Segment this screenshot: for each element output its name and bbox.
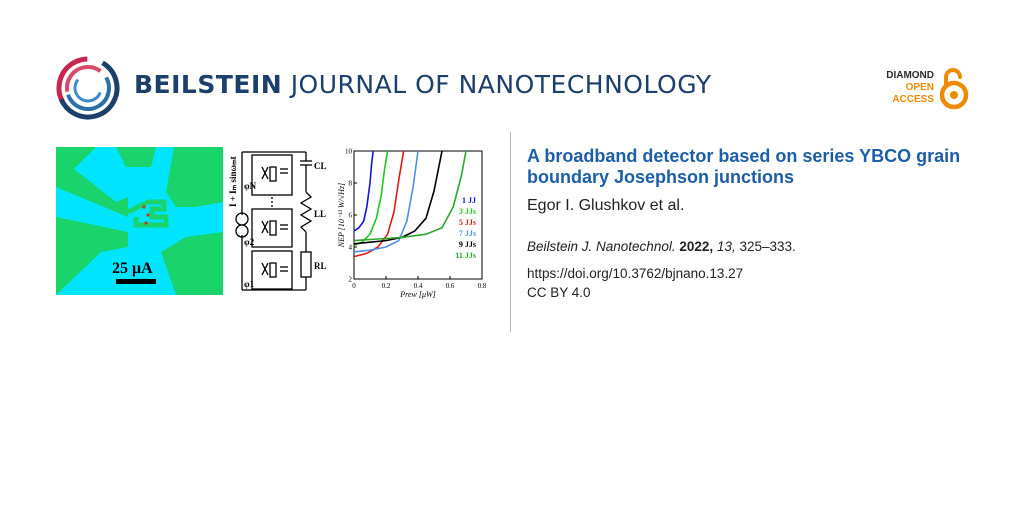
- article-title[interactable]: A broadband detector based on series YBC…: [527, 146, 961, 187]
- circuit-label-ll: LL: [314, 209, 326, 219]
- y-tick-label: 8: [349, 180, 353, 188]
- article-authors: Egor I. Glushkov et al.: [527, 197, 685, 214]
- y-tick-label: 6: [349, 212, 353, 220]
- circuit-label-phi-2: φ2: [244, 237, 255, 247]
- series-line: [353, 150, 443, 245]
- article-info: A broadband detector based on series YBC…: [527, 146, 997, 300]
- article-citation: Beilstein J. Nanotechnol. 2022, 13, 325–…: [527, 239, 997, 254]
- legend-entry: 3 JJs: [459, 207, 476, 216]
- circuit-label-cl: CL: [314, 161, 327, 171]
- x-tick-label: 0.4: [414, 282, 423, 290]
- graphical-abstract-figure: 25 μA: [56, 147, 487, 300]
- badge-line-access: ACCESS: [892, 94, 934, 105]
- badge-line-diamond: DIAMOND: [886, 70, 934, 81]
- header: BEILSTEIN JOURNAL OF NANOTECHNOLOGY DIAM…: [0, 0, 1024, 120]
- doi-link[interactable]: https://doi.org/10.3762/bjnano.13.27: [527, 266, 744, 281]
- journal-abbrev: Beilstein J. Nanotechnol.: [527, 239, 676, 254]
- x-tick-label: 0.6: [446, 282, 455, 290]
- journal-name-bold: BEILSTEIN: [134, 70, 283, 99]
- y-tick-label: 2: [349, 276, 353, 284]
- journal-name: BEILSTEIN JOURNAL OF NANOTECHNOLOGY: [134, 70, 712, 99]
- nep-chart: 0 0.2 0.4 0.6 0.8 2 4 6 8 10 Prew [μW] NEP [10⁻¹³ W…: [337, 148, 487, 300]
- circuit-label-phi-1: φ1: [244, 279, 255, 289]
- legend-entry: 11 JJs: [455, 251, 476, 260]
- diamond-open-access-badge: DIAMOND OPEN ACCESS: [876, 66, 972, 110]
- badge-line-open: OPEN: [905, 82, 934, 93]
- legend-entry: 7 JJs: [459, 229, 476, 238]
- vertical-divider: [510, 132, 511, 332]
- series-line: [353, 150, 467, 242]
- circuit-label-phi-n: φN: [244, 181, 257, 191]
- x-tick-label: 0.2: [382, 282, 391, 290]
- chip-micrograph: 25 μA: [56, 147, 223, 295]
- circuit-label-source: I + Iₘ sinωₘt: [228, 156, 238, 207]
- series-line: [353, 150, 419, 253]
- journal-name-light: JOURNAL OF NANOTECHNOLOGY: [290, 70, 712, 99]
- license: CC BY 4.0: [527, 285, 591, 300]
- citation-volume: 13,: [716, 239, 736, 254]
- circuit-label-rl: RL: [314, 261, 327, 271]
- y-axis-label: NEP [10⁻¹³ W/√Hz]: [337, 183, 346, 248]
- citation-year: 2022,: [679, 239, 714, 254]
- legend-entry: 9 JJs: [459, 240, 476, 249]
- legend-entry: 1 JJ: [462, 196, 476, 205]
- x-tick-label: 0.8: [478, 282, 487, 290]
- graphical-abstract: 25 μA: [56, 147, 492, 300]
- beilstein-logo-icon: [56, 56, 120, 120]
- series-line: [353, 150, 374, 232]
- x-tick-label: 0: [352, 282, 356, 290]
- open-lock-icon: [939, 68, 969, 110]
- circuit-labels: I + Iₘ sinωₘt φN φ2 φ1 CL LL RL: [228, 156, 327, 289]
- scale-bar-label: 25 μA: [112, 260, 153, 277]
- circuit-diagram: [235, 151, 313, 291]
- series-line: [353, 150, 405, 258]
- x-axis-label: Prew [μW]: [399, 290, 436, 299]
- legend-entry: 5 JJs: [459, 218, 476, 227]
- y-tick-label: 4: [349, 244, 353, 252]
- y-tick-label: 10: [345, 148, 353, 156]
- citation-pages: 325–333.: [739, 239, 796, 254]
